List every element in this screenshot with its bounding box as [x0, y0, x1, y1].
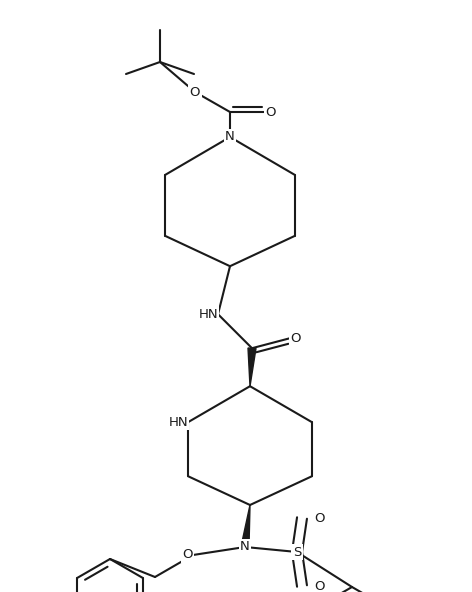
Text: HN: HN — [198, 308, 218, 321]
Text: O: O — [314, 511, 325, 525]
Text: O: O — [290, 332, 301, 345]
Text: S: S — [293, 545, 301, 558]
Text: N: N — [225, 130, 235, 143]
Text: O: O — [265, 105, 276, 118]
Text: O: O — [183, 549, 193, 561]
Text: O: O — [190, 85, 200, 98]
Text: O: O — [314, 580, 325, 592]
Text: N: N — [240, 540, 250, 554]
Polygon shape — [248, 348, 256, 386]
Text: HN: HN — [169, 416, 188, 429]
Polygon shape — [241, 505, 250, 548]
